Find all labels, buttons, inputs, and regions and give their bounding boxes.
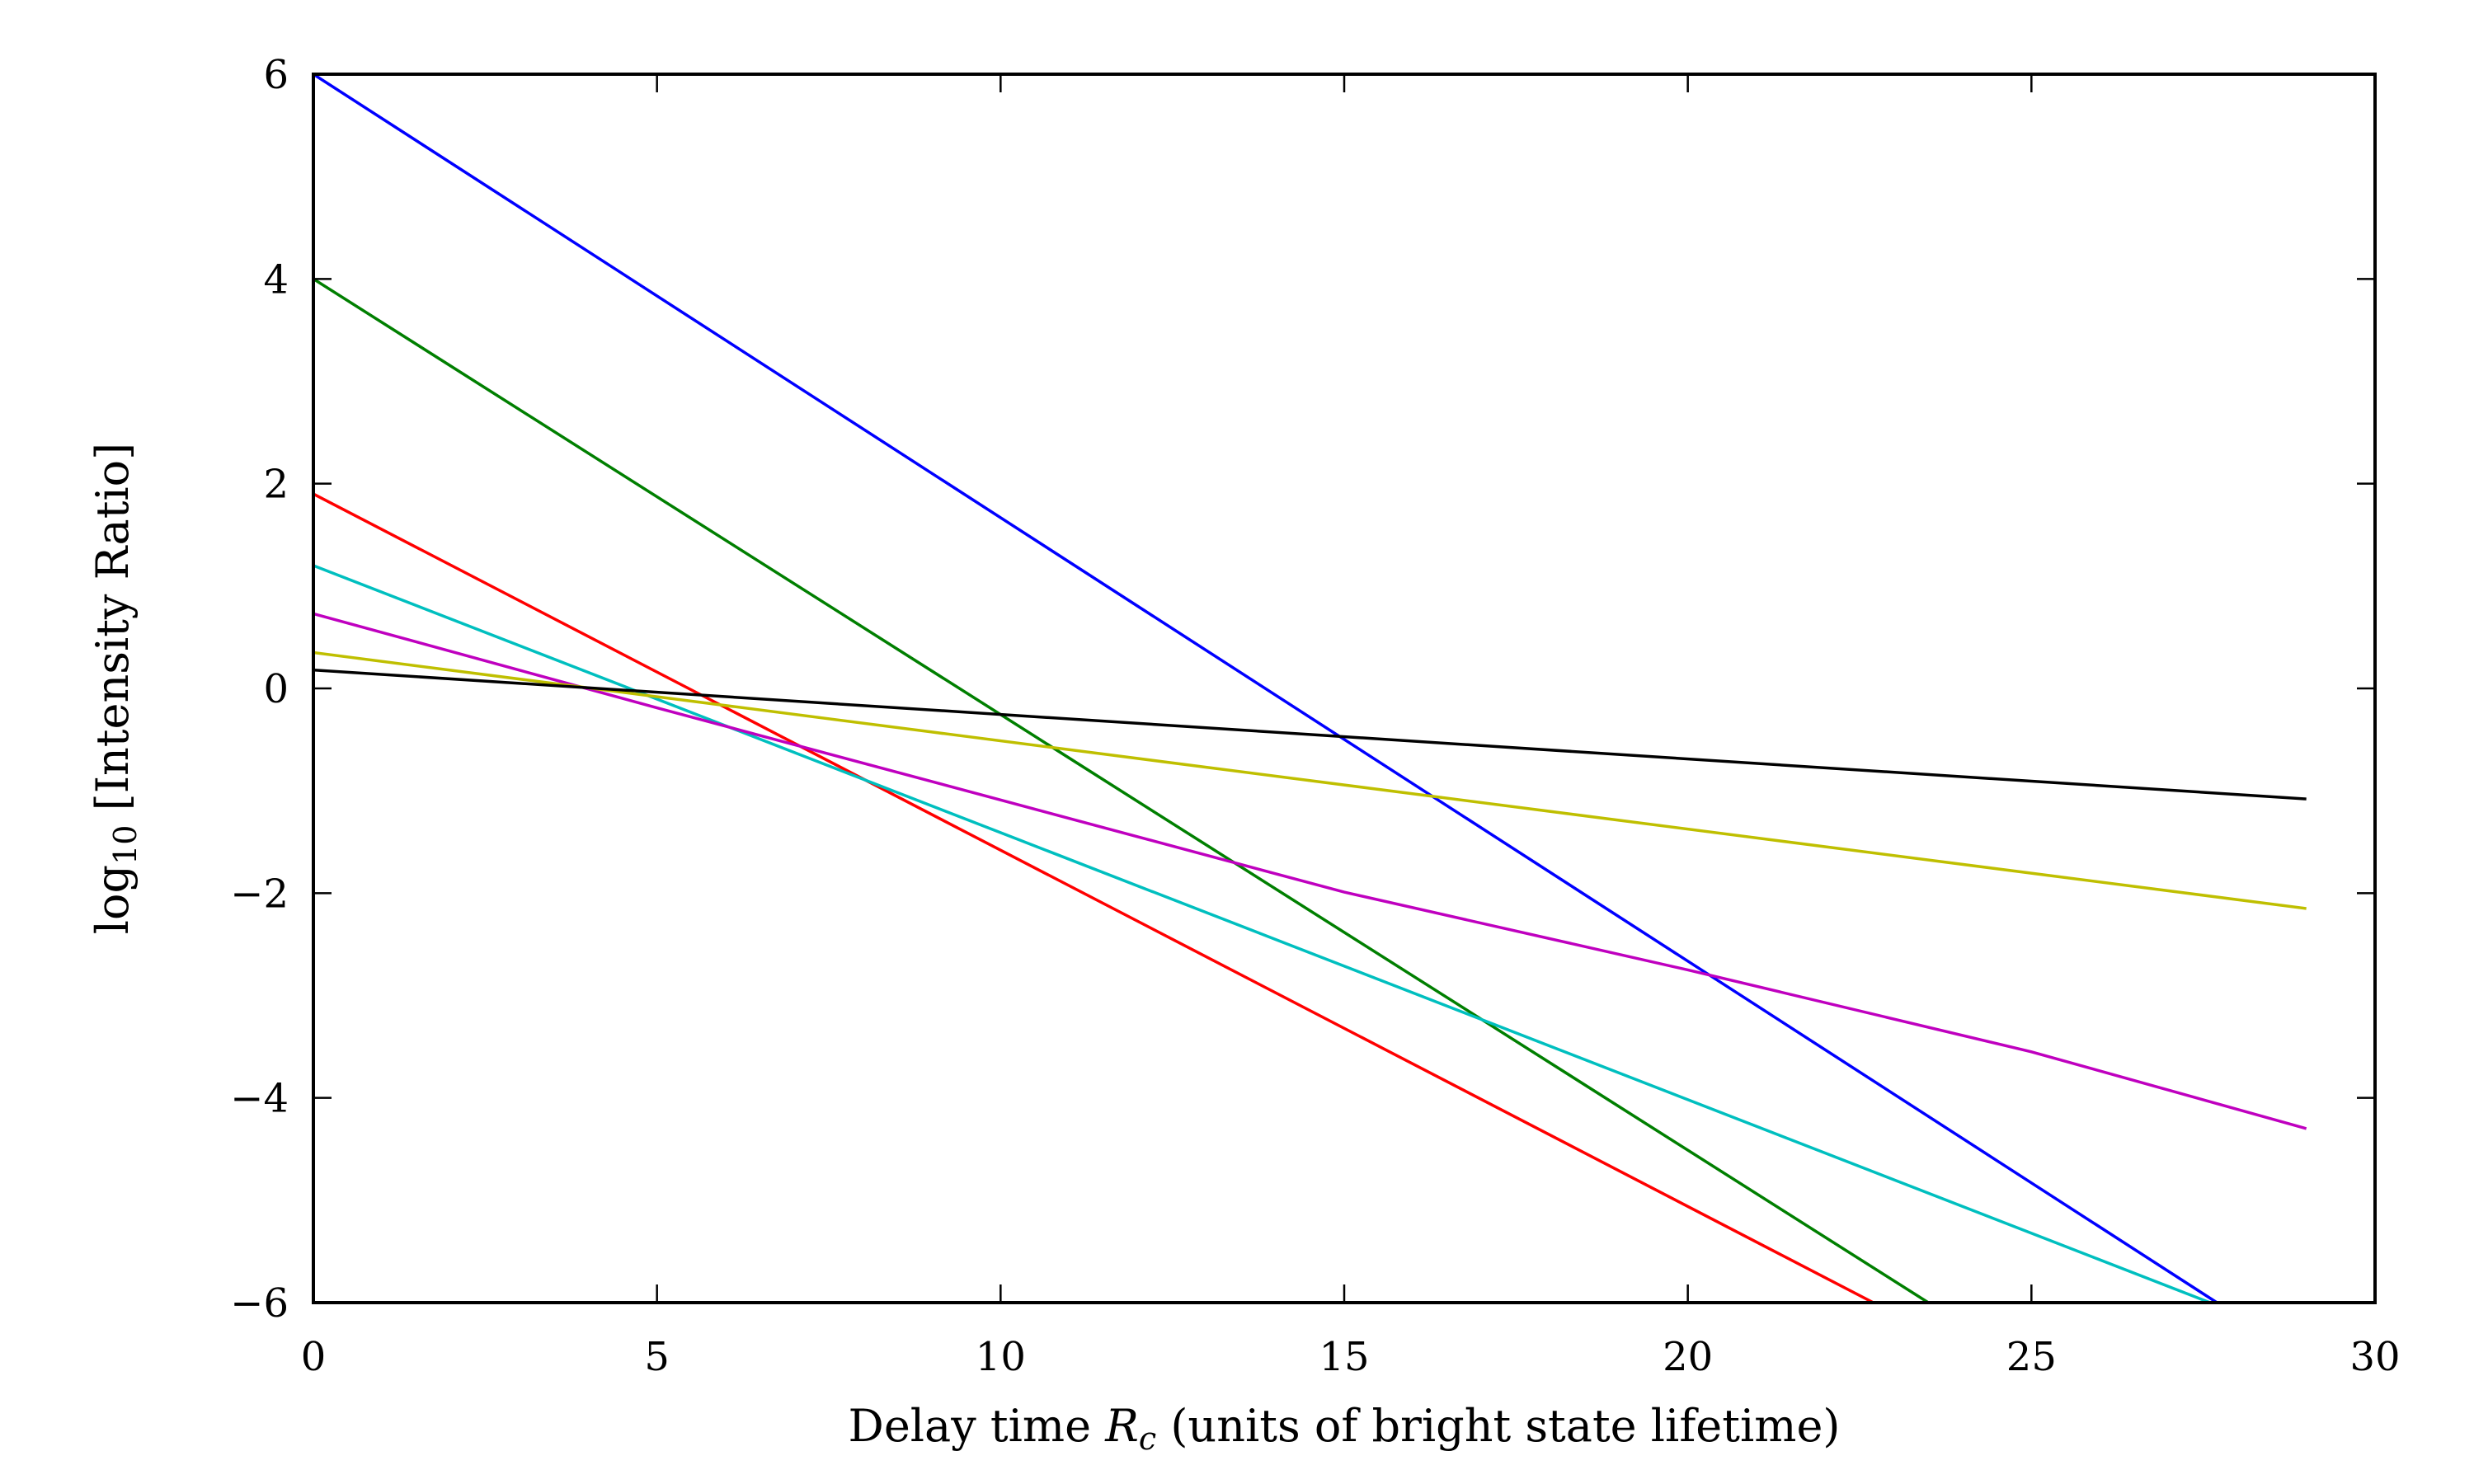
x-axis-label-var: R: [1104, 1400, 1139, 1452]
y-axis-label-sub: 10: [107, 825, 143, 865]
y-axis-label: log10 [Intensity Ratio]: [87, 443, 143, 935]
y-tick-label: 2: [263, 462, 289, 508]
x-tick-label: 15: [1319, 1334, 1369, 1380]
x-tick-label: 30: [2349, 1334, 2400, 1380]
x-axis-label-sub: c: [1139, 1421, 1156, 1457]
y-tick-label: 0: [263, 666, 289, 712]
series-line-3: [313, 492, 1874, 1303]
x-tick-label: 20: [1663, 1334, 1713, 1380]
x-tick-label: 5: [644, 1334, 670, 1380]
y-axis-label-post: [Intensity Ratio]: [87, 443, 139, 825]
y-tick-label: 4: [263, 256, 289, 303]
x-axis-label-pre: Delay time: [849, 1400, 1106, 1452]
x-axis-label: Delay time Rc (units of bright state lif…: [849, 1400, 1841, 1457]
tick-labels-layer: 0 5 10 15 20 25 30 −6 −4 −2 0 2 4 6: [230, 52, 2400, 1380]
series-line-1: [313, 74, 2218, 1303]
y-tick-label: −6: [230, 1280, 289, 1327]
y-tick-label: −4: [230, 1076, 289, 1122]
series-line-4: [313, 564, 2211, 1303]
plot-frame: [312, 73, 2377, 1304]
x-tick-label: 25: [2006, 1334, 2057, 1380]
y-tick-label: 6: [263, 52, 289, 98]
series-line-7: [313, 668, 2307, 801]
x-tick-label: 0: [301, 1334, 327, 1380]
y-axis-label-pre: log: [87, 865, 139, 934]
x-axis-label-post: (units of bright state lifetime): [1156, 1400, 1840, 1452]
x-tick-label: 10: [976, 1334, 1026, 1380]
series-layer: [313, 74, 2307, 1303]
series-line-6: [313, 650, 2307, 910]
series-line-2: [313, 277, 1930, 1303]
series-line-5: [313, 612, 2307, 1130]
ticks-layer: [312, 73, 2377, 1304]
y-tick-label: −2: [230, 871, 289, 917]
